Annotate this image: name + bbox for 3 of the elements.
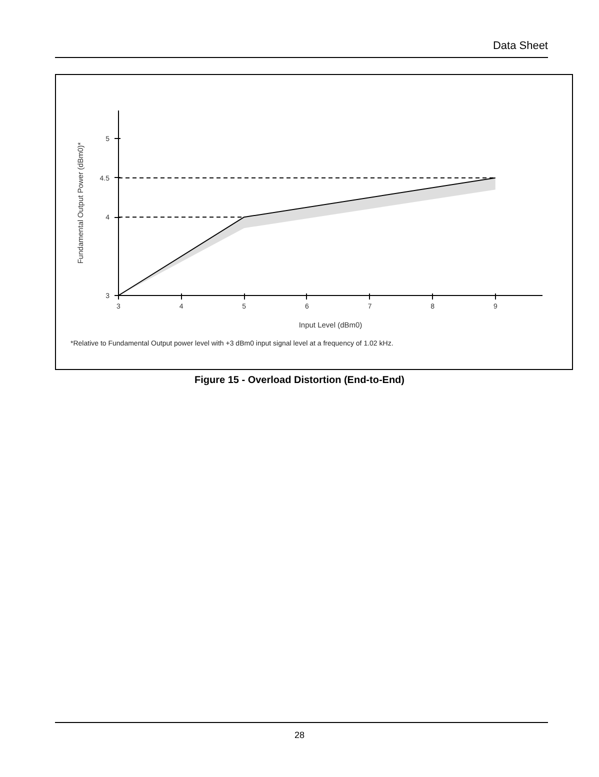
text: Figure 15 - Overload Distortion (End-to-End) — [194, 374, 406, 388]
text: Data Sheet — [492, 39, 548, 54]
text: 28 — [293, 729, 306, 742]
